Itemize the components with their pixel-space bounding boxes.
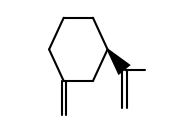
- Polygon shape: [107, 49, 131, 75]
